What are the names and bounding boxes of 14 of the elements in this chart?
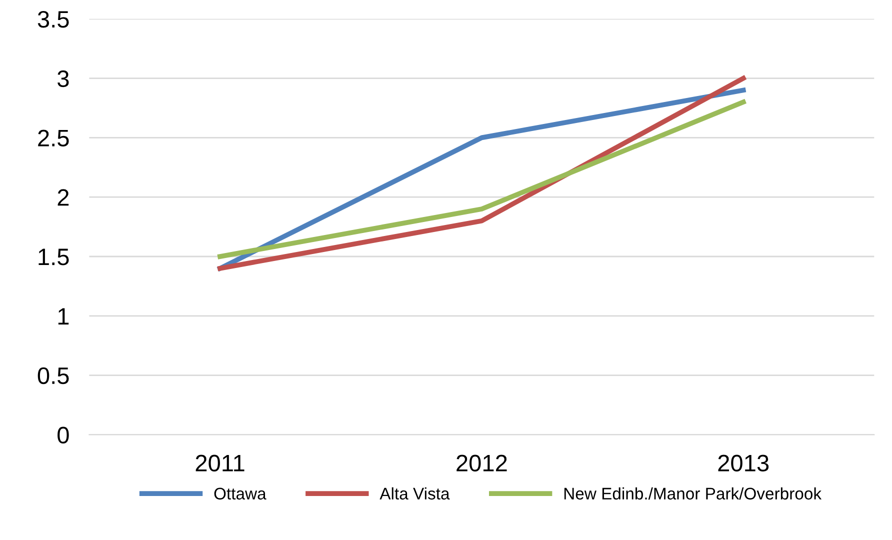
y-tick-label: 3 (58, 70, 69, 88)
legend-label: Ottawa (214, 488, 266, 500)
legend-label: Alta Vista (380, 487, 450, 500)
y-tick-label: 1.5 (38, 248, 69, 266)
y-tick-label: 1 (58, 308, 69, 324)
y-tick-label: 0 (58, 426, 69, 444)
y-tick-label: 0.5 (38, 367, 69, 384)
x-tick-label: 2012 (456, 454, 507, 472)
legend-label: New Edinb./Manor Park/Overbrook (564, 487, 822, 500)
y-tick-label: 2 (58, 189, 69, 206)
y-tick-label: 3.5 (38, 10, 69, 28)
y-tick-label: 2.5 (38, 130, 69, 146)
x-tick-label: 2013 (718, 454, 769, 472)
x-tick-label: 2011 (196, 454, 244, 472)
